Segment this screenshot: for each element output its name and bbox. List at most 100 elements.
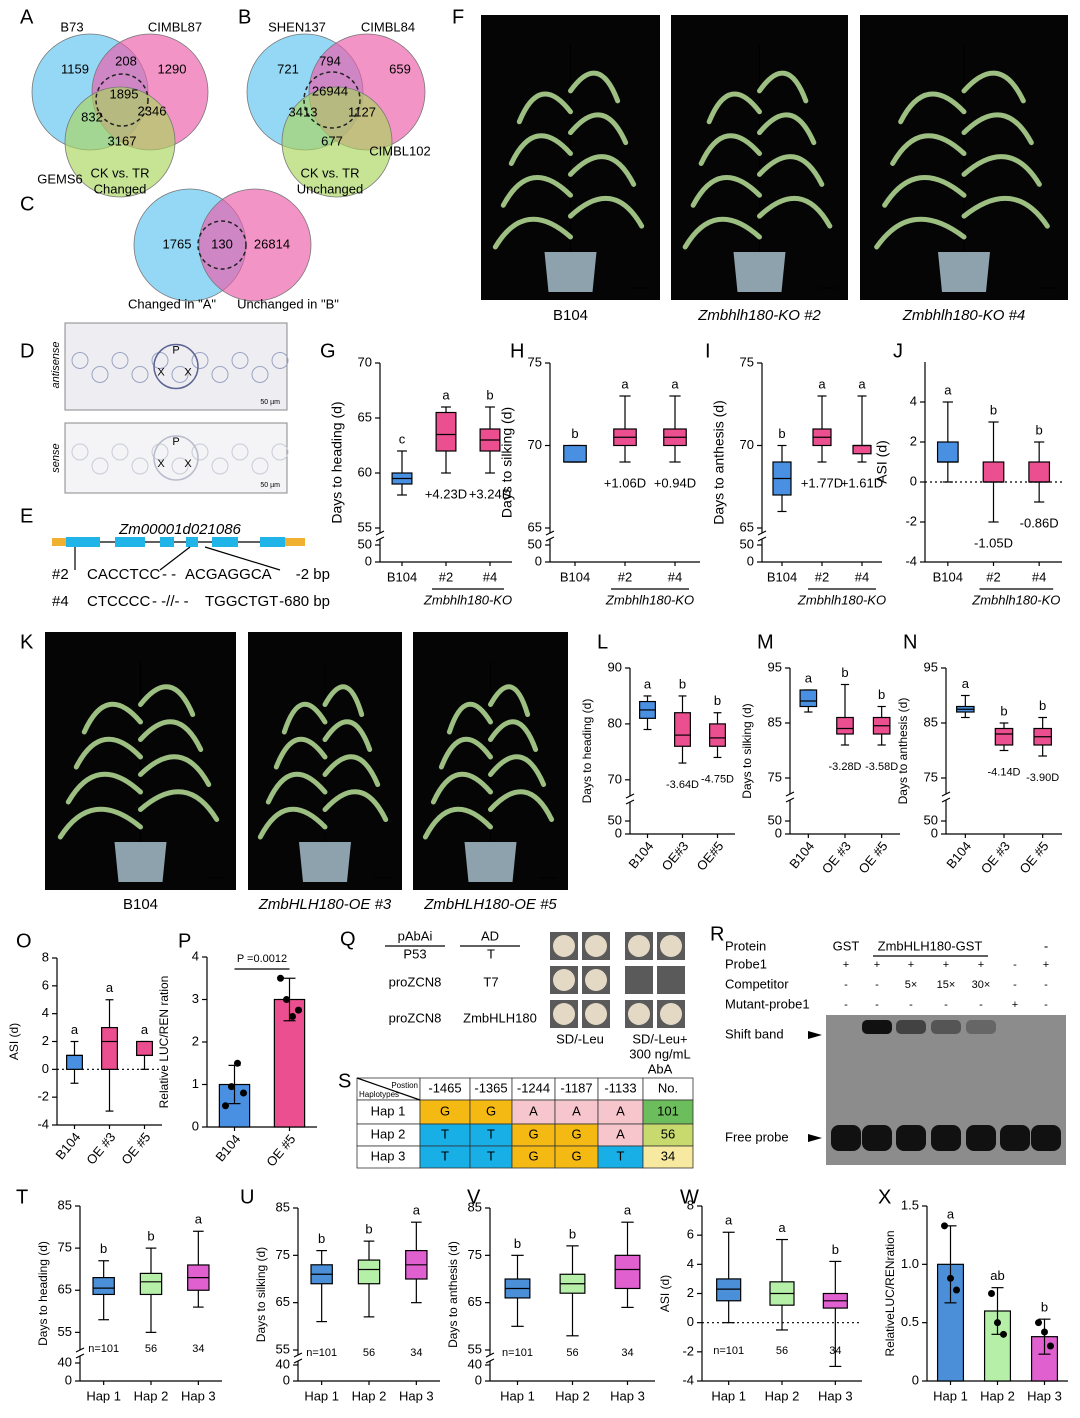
leaf <box>568 154 637 187</box>
leaf <box>492 216 573 250</box>
panel-letter: K <box>20 631 34 653</box>
leaf <box>568 195 645 229</box>
lane-mark: - <box>944 999 948 1011</box>
cell <box>271 443 289 461</box>
y-tick-label: 85 <box>468 1199 482 1214</box>
cell <box>211 457 229 475</box>
free-probe-band <box>862 1125 892 1151</box>
x-tick-label: #4 <box>668 569 682 584</box>
sample-size: 56 <box>566 1347 578 1359</box>
data-point <box>941 1222 948 1230</box>
data-point <box>222 1102 229 1110</box>
leaf <box>273 736 328 770</box>
venn-count: 1290 <box>158 61 187 76</box>
lane-mark: - <box>1044 979 1048 991</box>
venn-set-label: B73 <box>60 19 83 34</box>
y-tick-label: 50 <box>924 812 938 827</box>
row-label: Probe1 <box>725 956 767 971</box>
y-tick-label: 4 <box>687 1256 694 1271</box>
panel-letter: V <box>467 1186 481 1208</box>
significance-letter: a <box>141 1022 149 1037</box>
pot <box>114 842 167 882</box>
venn-set-label: CIMBL84 <box>361 19 415 34</box>
box <box>139 1272 163 1296</box>
x-tick-label: Hap 3 <box>818 1388 853 1403</box>
effect-label: +1.77D <box>801 475 843 490</box>
lane-mark: + <box>843 959 849 971</box>
free-probe-band <box>966 1125 996 1151</box>
y-tick-label: 75 <box>276 1247 290 1262</box>
lane-mark: - <box>1013 979 1017 991</box>
yeast-colony <box>553 1003 575 1025</box>
x-tick-label: Hap 1 <box>711 1388 746 1403</box>
leaf <box>57 806 143 840</box>
y-tick-label: 6 <box>42 977 49 992</box>
y-tick-label: 2 <box>42 1033 49 1048</box>
leaf <box>500 175 573 208</box>
yeast-well <box>625 966 653 994</box>
y-tick-label: -2 <box>682 1343 694 1358</box>
significance-letter: c <box>399 431 406 446</box>
venn-count: 26814 <box>254 236 290 251</box>
tissue-mark: X <box>157 458 165 470</box>
cell <box>131 366 149 383</box>
y-tick-label: 0.5 <box>901 1314 919 1329</box>
y-tick-label: 0 <box>475 1372 482 1387</box>
count: 101 <box>657 1103 679 1118</box>
significance-letter: b <box>318 1231 325 1246</box>
box <box>357 1259 381 1285</box>
sequence: ACGAGGCA <box>185 566 272 583</box>
venn-count: 1895 <box>110 86 139 101</box>
y-tick-label: 0 <box>365 553 372 568</box>
x-tick-label: #4 <box>1032 569 1046 584</box>
row-header: Hap 3 <box>371 1148 406 1163</box>
exon <box>160 537 174 547</box>
leaf <box>257 806 328 840</box>
axis-break <box>757 536 767 542</box>
tissue-mark: X <box>184 366 192 378</box>
base: A <box>529 1103 538 1118</box>
data-point <box>277 974 284 982</box>
significance-label: P =0.0012 <box>237 953 287 965</box>
venn-circle <box>198 188 312 302</box>
box <box>852 444 872 455</box>
axis-break <box>375 530 385 536</box>
y-tick-label: 90 <box>608 659 622 674</box>
venn-caption: Unchanged <box>297 181 364 196</box>
count: 34 <box>661 1148 675 1163</box>
leaf <box>516 91 573 125</box>
significance-letter: a <box>621 376 629 391</box>
leaf <box>568 112 629 146</box>
x-tick-label: Hap 2 <box>134 1388 169 1403</box>
base: T <box>441 1126 449 1141</box>
vascular-bundle <box>153 435 199 481</box>
cell <box>231 352 249 369</box>
target-line <box>204 546 281 571</box>
y-tick-label: 85 <box>276 1199 290 1214</box>
significance-letter: a <box>778 1220 786 1235</box>
axis-break <box>941 797 951 803</box>
significance-letter: b <box>1036 422 1043 437</box>
y-tick-label: 8 <box>42 949 49 964</box>
y-axis-label: Days to heading (d) <box>580 699 594 804</box>
y-axis-label: Days to anthesis (d) <box>896 698 910 805</box>
data-point <box>988 1290 995 1297</box>
axis-break <box>293 1352 303 1358</box>
y-tick-label: 75 <box>58 1240 72 1255</box>
scale-label: 50 µm <box>260 399 280 406</box>
yeast-colony <box>628 1003 650 1025</box>
leaf <box>322 684 365 717</box>
axis-break <box>625 799 635 805</box>
sample-size: n=101 <box>306 1347 337 1359</box>
tissue-mark: X <box>157 366 165 378</box>
leaf <box>757 195 833 229</box>
column-header: -1133 <box>604 1080 636 1095</box>
axis-break <box>625 793 635 799</box>
panel-letter: P <box>178 930 191 952</box>
data-point <box>1000 1330 1007 1338</box>
effect-label: +1.61D <box>841 475 883 490</box>
free-probe-band <box>931 1125 961 1151</box>
corner-label: Haplotypes <box>359 1090 399 1099</box>
